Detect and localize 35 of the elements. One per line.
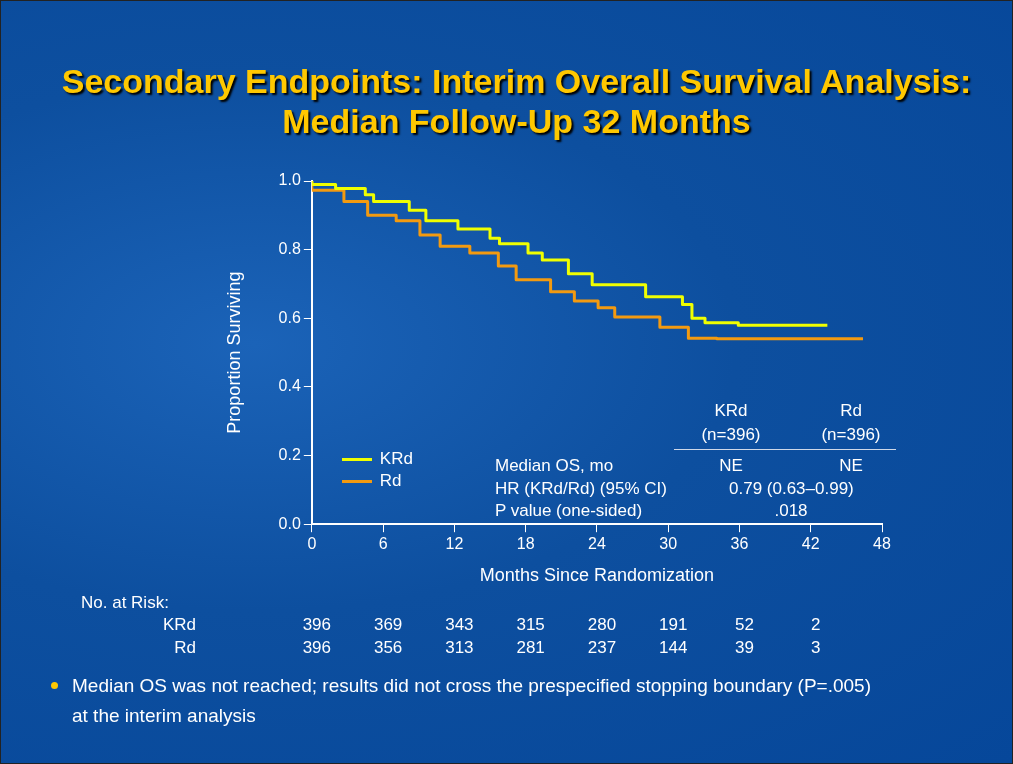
x-tick-label: 36 — [730, 535, 749, 553]
chart-title: Secondary Endpoints: Interim Overall Survival Analysis: Median Follow-Up 32 Months — [60, 61, 973, 141]
annotation: KRd — [713, 401, 749, 421]
y-tick-label: 0.8 — [278, 240, 301, 258]
text: Median OS was not reached; results did not cross the prespecified stopping boundary (P=.005) at the interim analysis — [72, 674, 871, 728]
text: Rd 396 356 313 281 237 144 39 3 — [174, 638, 821, 657]
y-tick-label: 0.0 — [278, 514, 301, 532]
y-tick-label: 1.0 — [278, 171, 301, 189]
legend-label: Rd — [379, 471, 402, 492]
x-tick-label: 6 — [378, 535, 388, 553]
x-tick-label: 42 — [801, 535, 820, 553]
annotation: Rd — [839, 401, 863, 421]
y-tick-label: 0.2 — [278, 445, 301, 463]
y-tick-label: 0.6 — [278, 308, 301, 326]
x-tick-label: 18 — [516, 535, 535, 553]
annotation: P value (one-sided) — [495, 501, 643, 521]
x-tick-label: 24 — [588, 535, 606, 553]
annotation: (n=396) — [820, 425, 882, 445]
legend-label: KRd — [379, 449, 413, 470]
x-tick-label: 12 — [445, 535, 464, 553]
x-tick-label: 30 — [659, 535, 678, 553]
annotation: (n=396) — [700, 425, 762, 445]
y-tick-label: 0.4 — [278, 377, 301, 395]
annotation: HR (KRd/Rd) (95% CI) — [495, 479, 667, 499]
x-tick-label: 48 — [873, 535, 891, 553]
annotation: NE — [838, 456, 864, 476]
text: No. at Risk: — [81, 593, 169, 613]
annotation: Median OS, mo — [495, 456, 614, 476]
y-axis-title: Proportion Surviving — [223, 271, 244, 434]
text: KRd 396 369 343 315 280 191 52 2 — [162, 615, 821, 634]
x-tick-label: 0 — [307, 535, 317, 553]
annotation: 0.79 (0.63–0.99) — [729, 479, 854, 499]
annotation: .018 — [773, 501, 809, 521]
annotation: NE — [718, 456, 744, 476]
x-axis-title: Months Since Randomization — [479, 565, 714, 586]
